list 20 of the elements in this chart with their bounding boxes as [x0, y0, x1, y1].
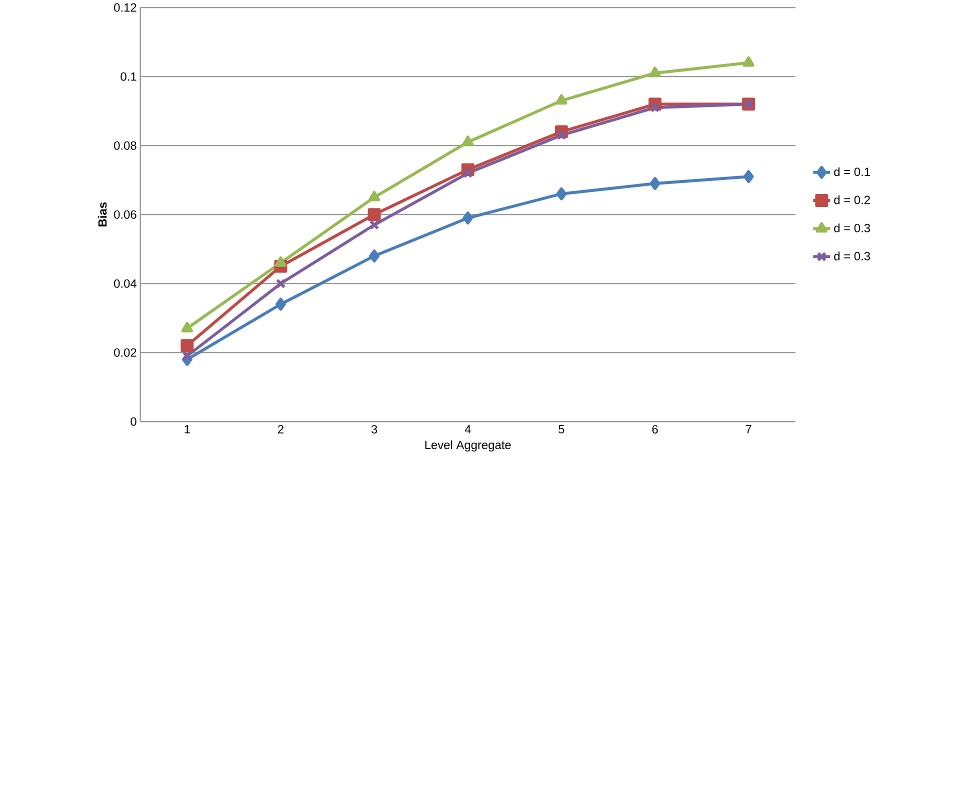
y-tick-label: 0	[130, 417, 136, 426]
legend-label: d = 0.3	[834, 224, 870, 232]
legend-label: d = 0.2	[834, 195, 870, 204]
x-tick-label: 6	[652, 425, 658, 434]
legend-label: d = 0.1	[834, 167, 870, 176]
legend-label: d = 0.3	[834, 252, 870, 260]
y-tick-label: 0.08	[114, 141, 136, 150]
y-tick-label: 0.04	[114, 279, 136, 288]
x-tick-label: 3	[371, 425, 378, 434]
x-tick-label: 1	[184, 425, 190, 434]
x-tick-label: 4	[464, 425, 471, 434]
y-axis-title: Bias	[98, 202, 107, 226]
x-tick-label: 7	[746, 425, 752, 434]
y-tick-label: 0.06	[114, 210, 136, 219]
x-tick-label: 2	[278, 425, 284, 434]
y-tick-label: 0.12	[114, 3, 136, 12]
y-tick-label: 0.02	[114, 348, 136, 357]
x-tick-label: 5	[558, 425, 564, 434]
x-axis-title: Level Aggregate	[425, 440, 511, 452]
y-tick-label: 0.1	[120, 72, 136, 81]
